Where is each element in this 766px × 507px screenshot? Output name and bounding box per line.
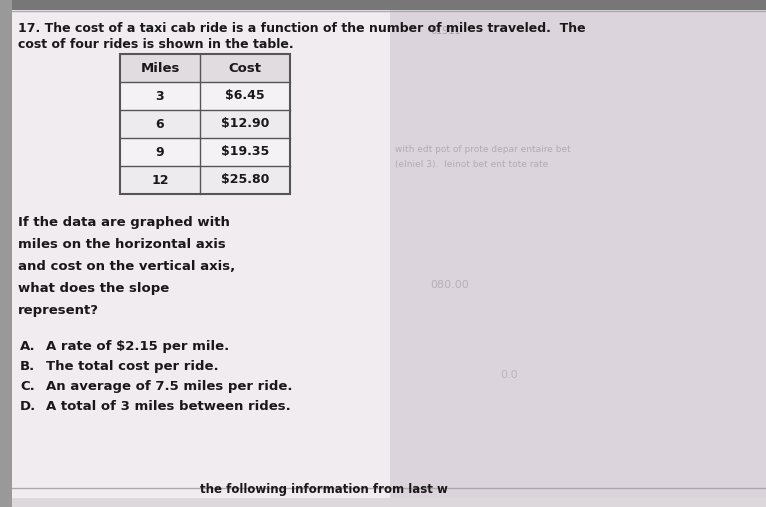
Text: D.: D. (20, 400, 36, 413)
Bar (120, 166, 290, 194)
Text: An average of 7.5 miles per ride.: An average of 7.5 miles per ride. (46, 380, 293, 393)
Bar (120, 54, 290, 194)
Bar (390, 8, 766, 498)
Text: $6.45: $6.45 (225, 90, 265, 102)
Bar (0, 0, 766, 10)
Bar (120, 54, 290, 82)
Text: Miles: Miles (140, 61, 180, 75)
Bar (120, 110, 290, 138)
Text: cost of four rides is shown in the table.: cost of four rides is shown in the table… (18, 38, 293, 51)
Text: 3: 3 (155, 90, 165, 102)
Text: (elniel 3).  leinot bet ent tote rate: (elniel 3). leinot bet ent tote rate (395, 160, 548, 169)
Text: Cost: Cost (228, 61, 261, 75)
Text: C.: C. (20, 380, 34, 393)
Text: $19.35: $19.35 (221, 146, 269, 159)
Text: 12: 12 (151, 173, 169, 187)
Bar (120, 54, 290, 194)
Bar (120, 82, 290, 110)
Bar (120, 138, 290, 166)
Text: 0.0: 0.0 (500, 370, 518, 380)
Text: A rate of $2.15 per mile.: A rate of $2.15 per mile. (46, 340, 229, 353)
Text: and cost on the vertical axis,: and cost on the vertical axis, (18, 260, 235, 273)
Text: The total cost per ride.: The total cost per ride. (46, 360, 218, 373)
Text: 61911: 61911 (430, 26, 460, 36)
Text: what does the slope: what does the slope (18, 282, 169, 295)
Text: B.: B. (20, 360, 35, 373)
Text: A.: A. (20, 340, 36, 353)
Text: If the data are graphed with: If the data are graphed with (18, 216, 230, 229)
Bar (0, 0, 12, 507)
Text: 9: 9 (155, 146, 165, 159)
Text: A total of 3 miles between rides.: A total of 3 miles between rides. (46, 400, 291, 413)
Bar (12, 8, 442, 498)
Text: with edt pot of prote depar entaire bet: with edt pot of prote depar entaire bet (395, 145, 571, 154)
Text: 080.00: 080.00 (430, 280, 469, 290)
Text: represent?: represent? (18, 304, 99, 317)
Text: 17. The cost of a taxi cab ride is a function of the number of miles traveled.  : 17. The cost of a taxi cab ride is a fun… (18, 22, 586, 35)
Text: the following information from last w: the following information from last w (200, 483, 448, 496)
Text: miles on the horizontal axis: miles on the horizontal axis (18, 238, 226, 251)
Text: 6: 6 (155, 118, 165, 130)
Text: $25.80: $25.80 (221, 173, 269, 187)
Text: $12.90: $12.90 (221, 118, 269, 130)
